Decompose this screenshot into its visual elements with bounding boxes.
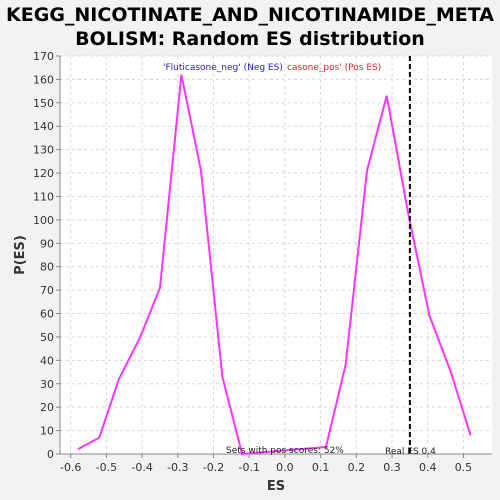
y-tick-label: 130: [33, 144, 54, 157]
y-tick-label: 60: [40, 308, 54, 321]
x-axis-label: ES: [267, 479, 285, 494]
x-axis-ticks: -0.6 -0.5 -0.4 -0.3 -0.2 -0.1 0.0 0.1 0.2 0.3 0.4 0…: [60, 454, 472, 474]
y-tick-label: 10: [40, 425, 54, 438]
x-tick-label: -0.4: [131, 461, 152, 474]
x-tick-label: -0.6: [60, 461, 81, 474]
x-tick-label: 0.1: [312, 461, 330, 474]
y-tick-label: 80: [40, 261, 54, 274]
legend-pos-label: casone_pos' (Pos ES): [287, 63, 381, 73]
x-tick-label: 0.4: [419, 461, 437, 474]
y-tick-label: 160: [33, 73, 54, 86]
x-tick-label: -0.3: [167, 461, 188, 474]
x-tick-label: 0.0: [276, 461, 294, 474]
y-tick-label: 70: [40, 284, 54, 297]
y-tick-label: 140: [33, 120, 54, 133]
series-layer: [77, 74, 472, 456]
y-axis-ticks: 0 10 20 30 40 50 60 70 80 90 100 110 120 130 140 150 160…: [33, 50, 60, 461]
y-tick-label: 100: [33, 214, 54, 227]
y-tick-label: 120: [33, 167, 54, 180]
x-tick-label: -0.2: [203, 461, 224, 474]
y-tick-label: 0: [47, 448, 54, 461]
x-tick-label: -0.1: [238, 461, 259, 474]
y-tick-label: 20: [40, 401, 54, 414]
chart-title-line-2: BOLISM: Random ES distribution: [75, 28, 425, 50]
es-distribution-line: [77, 74, 472, 456]
x-tick-label: 0.5: [455, 461, 473, 474]
x-tick-label: 0.3: [383, 461, 401, 474]
plot-area: [60, 56, 492, 454]
legend-neg-label: 'Fluticasone_neg' (Neg ES): [163, 63, 283, 73]
x-tick-label: 0.2: [348, 461, 366, 474]
y-axis-label: P(ES): [13, 235, 28, 275]
y-tick-label: 50: [40, 331, 54, 344]
real-es-label: Real ES 0.4: [385, 447, 436, 457]
y-tick-label: 150: [33, 97, 54, 110]
x-tick-label: -0.5: [96, 461, 117, 474]
y-tick-label: 110: [33, 190, 54, 203]
y-tick-label: 30: [40, 378, 54, 391]
y-tick-label: 90: [40, 237, 54, 250]
y-tick-label: 170: [33, 50, 54, 63]
y-tick-label: 40: [40, 354, 54, 367]
chart-title-line-1: KEGG_NICOTINATE_AND_NICOTINAMIDE_META: [6, 4, 494, 26]
grid-lines: [60, 55, 492, 455]
pos-scores-text: Sets with pos scores: 52%: [226, 446, 344, 456]
